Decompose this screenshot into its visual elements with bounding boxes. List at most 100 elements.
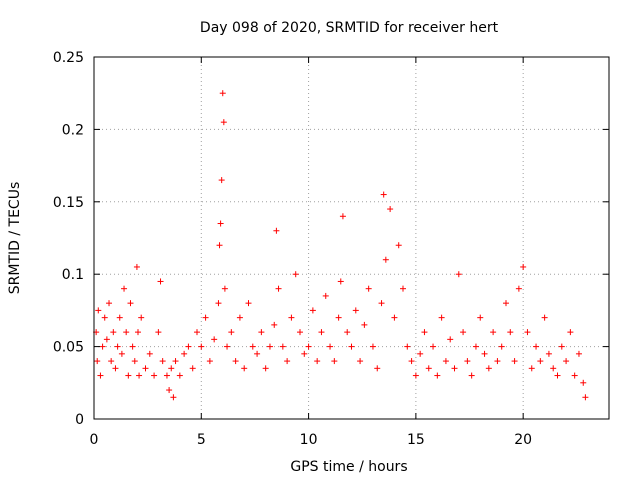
data-point bbox=[408, 358, 415, 365]
data-point bbox=[507, 329, 514, 336]
data-point bbox=[218, 177, 225, 184]
data-point bbox=[442, 358, 449, 365]
data-point bbox=[380, 191, 387, 198]
data-point bbox=[221, 285, 228, 292]
data-point bbox=[571, 372, 578, 379]
y-tick-label: 0.25 bbox=[53, 50, 84, 66]
data-point bbox=[206, 358, 213, 365]
data-point bbox=[241, 365, 248, 372]
data-point bbox=[374, 365, 381, 372]
data-point bbox=[533, 343, 540, 350]
data-point bbox=[400, 285, 406, 292]
data-point bbox=[101, 314, 108, 321]
data-point bbox=[301, 350, 308, 357]
data-point bbox=[404, 343, 411, 350]
data-point bbox=[116, 314, 123, 321]
data-point bbox=[490, 329, 497, 336]
data-point bbox=[166, 387, 173, 394]
data-point bbox=[262, 365, 269, 372]
data-point bbox=[172, 358, 179, 365]
data-point bbox=[258, 329, 265, 336]
data-point bbox=[136, 372, 143, 379]
data-points bbox=[93, 90, 589, 401]
data-point bbox=[249, 343, 256, 350]
data-point bbox=[545, 350, 552, 357]
data-point bbox=[494, 358, 501, 365]
data-point bbox=[271, 321, 278, 328]
data-point bbox=[297, 329, 303, 336]
data-point bbox=[309, 307, 316, 314]
data-point bbox=[425, 365, 432, 372]
data-point bbox=[127, 300, 134, 307]
data-point bbox=[292, 271, 299, 278]
data-point bbox=[118, 350, 125, 357]
y-tick-label: 0.2 bbox=[62, 122, 84, 138]
data-point bbox=[391, 314, 398, 321]
data-point bbox=[254, 350, 261, 357]
data-point bbox=[202, 314, 209, 321]
data-point bbox=[108, 358, 115, 365]
data-point bbox=[451, 365, 458, 372]
data-point bbox=[103, 336, 110, 343]
data-point bbox=[176, 372, 183, 379]
data-point bbox=[97, 372, 104, 379]
grid-layer bbox=[94, 57, 609, 419]
data-point bbox=[357, 358, 364, 365]
y-tick-label: 0 bbox=[75, 412, 84, 428]
data-point bbox=[211, 336, 218, 343]
axis-ticks: 0 0.05 0.1 0.15 0.2 0.25 0 5 10 15 20 bbox=[53, 50, 609, 448]
data-point bbox=[275, 285, 282, 292]
data-point bbox=[378, 300, 385, 307]
data-point bbox=[181, 350, 188, 357]
data-point bbox=[485, 365, 492, 372]
data-point bbox=[528, 365, 535, 372]
data-point bbox=[159, 358, 166, 365]
data-point bbox=[369, 343, 376, 350]
data-point bbox=[498, 343, 505, 350]
chart-title: Day 098 of 2020, SRMTID for receiver her… bbox=[200, 20, 499, 36]
data-point bbox=[232, 358, 239, 365]
data-point bbox=[228, 329, 235, 336]
data-point bbox=[288, 314, 295, 321]
data-point bbox=[314, 358, 321, 365]
data-point bbox=[575, 350, 582, 357]
data-point bbox=[99, 343, 106, 350]
data-point bbox=[503, 300, 509, 307]
data-point bbox=[337, 278, 344, 285]
data-point bbox=[170, 394, 177, 401]
data-point bbox=[273, 227, 280, 234]
data-point bbox=[460, 329, 467, 336]
data-point bbox=[138, 314, 145, 321]
data-point bbox=[481, 350, 488, 357]
data-point bbox=[133, 263, 140, 270]
data-point bbox=[322, 292, 329, 299]
data-point bbox=[524, 329, 531, 336]
data-point bbox=[114, 343, 121, 350]
data-point bbox=[582, 394, 589, 401]
data-point bbox=[245, 300, 252, 307]
data-point bbox=[550, 365, 557, 372]
data-point bbox=[352, 307, 359, 314]
data-point bbox=[194, 329, 200, 336]
data-point bbox=[541, 314, 548, 321]
data-point bbox=[554, 372, 561, 379]
data-point bbox=[472, 343, 479, 350]
x-tick-label: 20 bbox=[514, 432, 532, 448]
data-point bbox=[348, 343, 355, 350]
y-tick-label: 0.1 bbox=[62, 267, 84, 283]
x-axis-label: GPS time / hours bbox=[290, 459, 407, 475]
data-point bbox=[468, 372, 475, 379]
data-point bbox=[110, 329, 117, 336]
data-point bbox=[558, 343, 565, 350]
x-tick-label: 0 bbox=[90, 432, 99, 448]
data-point bbox=[580, 379, 587, 386]
data-point bbox=[112, 365, 119, 372]
data-point bbox=[339, 213, 346, 220]
data-point bbox=[168, 365, 175, 372]
data-point bbox=[189, 365, 196, 372]
data-point bbox=[520, 263, 527, 270]
data-point bbox=[305, 343, 312, 350]
data-point bbox=[146, 350, 153, 357]
data-point bbox=[412, 372, 419, 379]
data-point bbox=[434, 372, 441, 379]
